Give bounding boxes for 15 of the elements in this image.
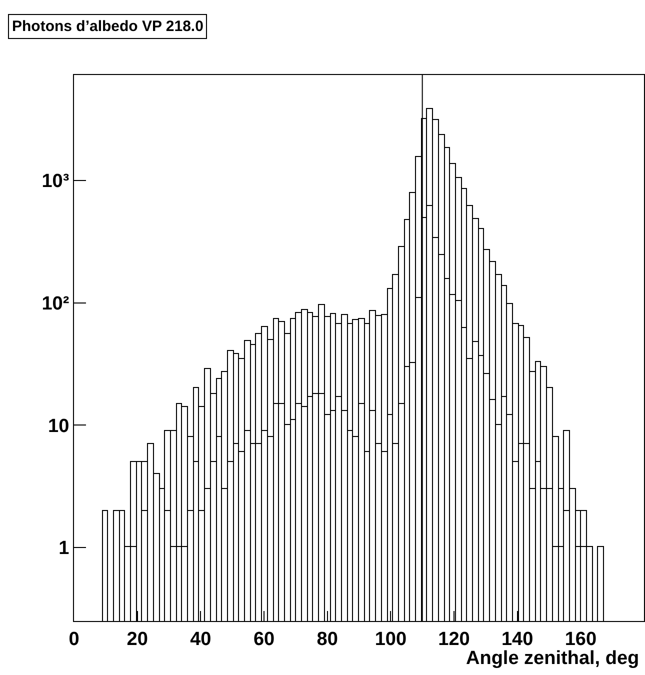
y-tick-label: 10 (48, 416, 70, 437)
x-tick-label: 20 (126, 628, 148, 650)
x-tick-label: 100 (374, 628, 407, 650)
x-tick-label: 60 (253, 628, 275, 650)
x-tick-label: 160 (564, 628, 597, 650)
y-tick-label: 10² (42, 293, 70, 314)
x-tick-label: 120 (438, 628, 470, 650)
chart-title: Photons d’albedo VP 218.0 (12, 18, 204, 35)
x-tick-label: 0 (68, 628, 80, 650)
x-tick-label: 140 (501, 628, 534, 650)
y-tick-label: 10³ (42, 171, 70, 192)
x-tick-label: 40 (190, 628, 212, 650)
y-tick-label: 1 (58, 538, 70, 560)
x-tick-label: 80 (316, 628, 338, 650)
x-axis-title: Angle zenithal, deg (466, 648, 640, 669)
